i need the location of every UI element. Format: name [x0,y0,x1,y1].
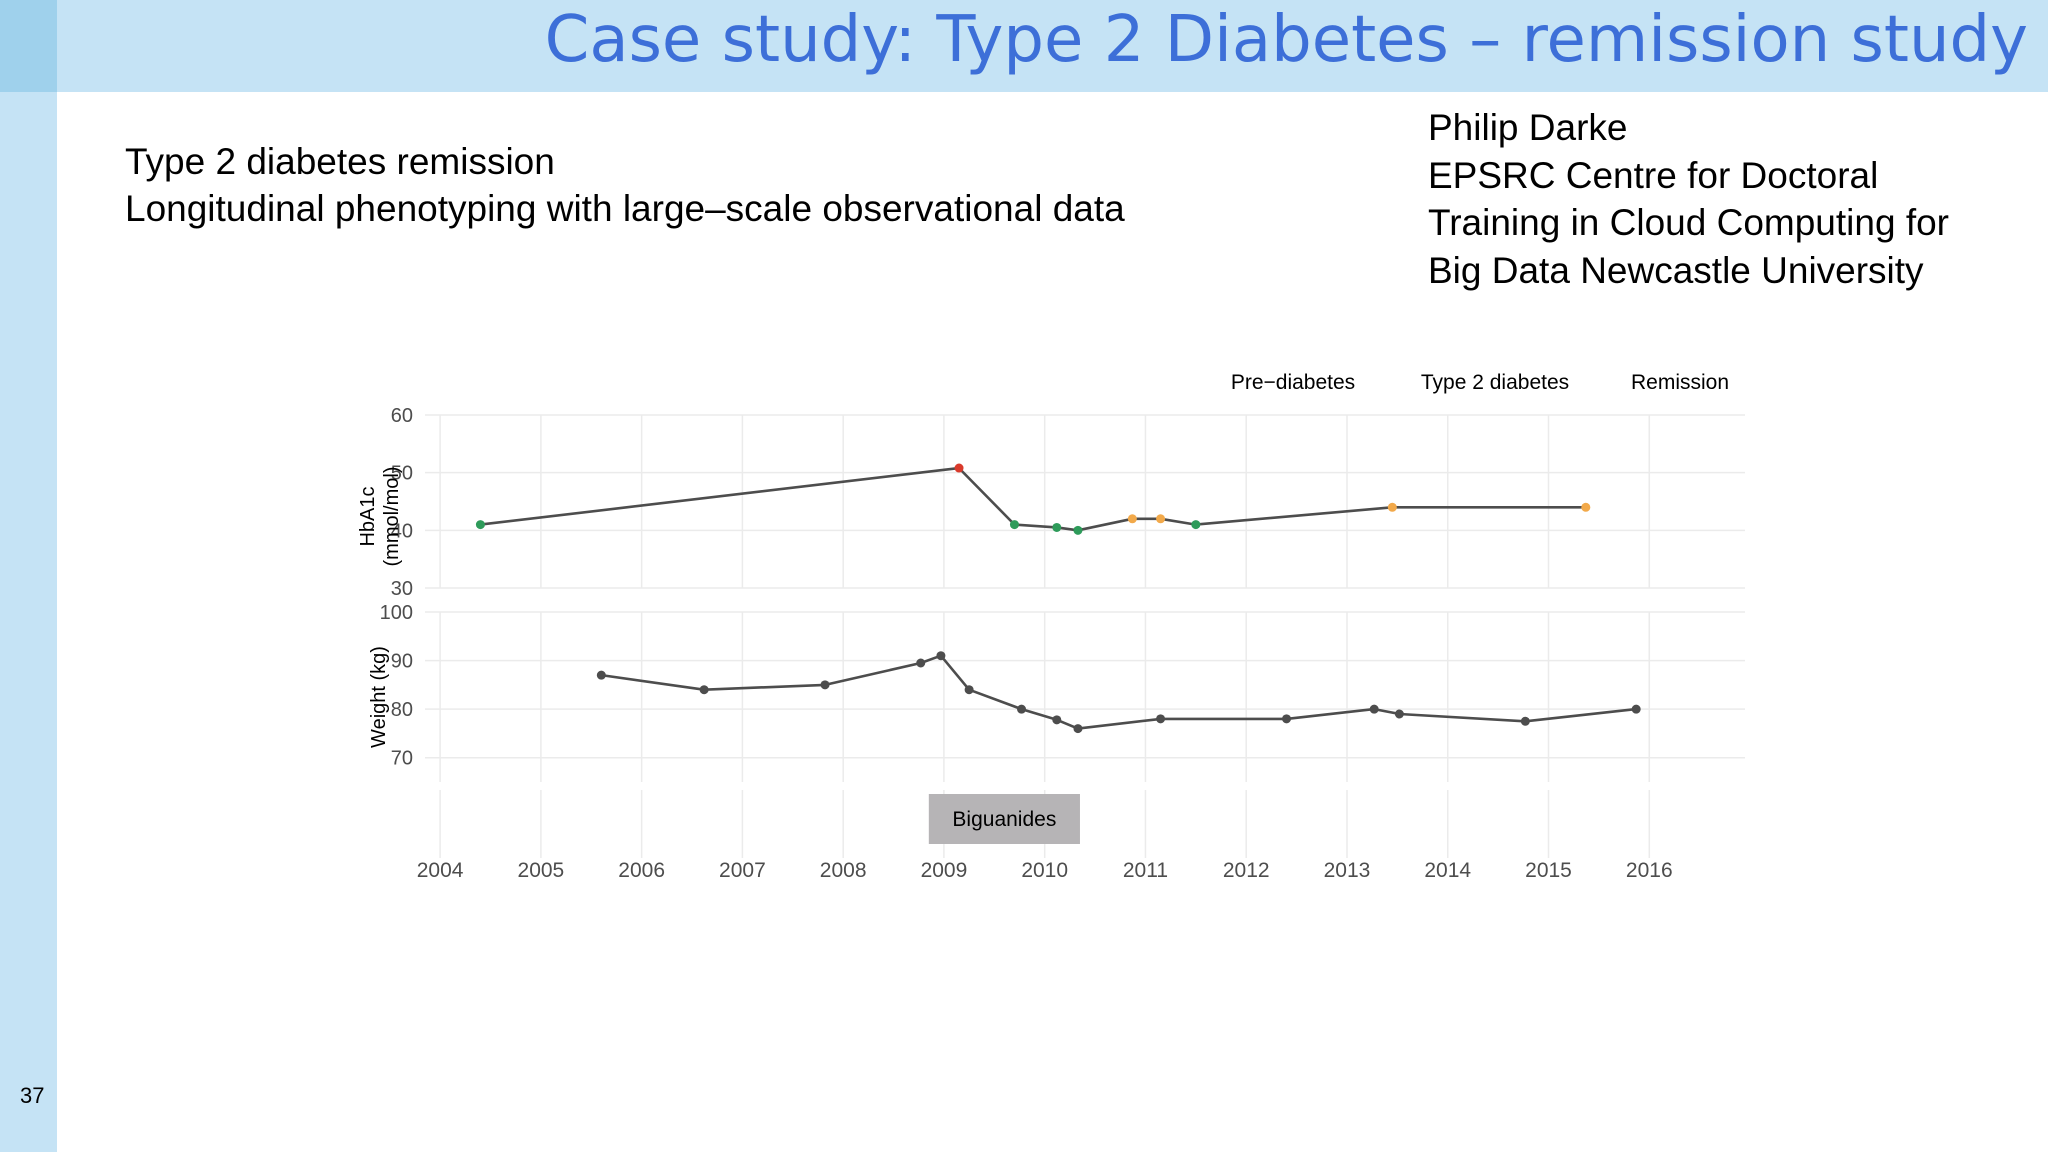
y-tick-label: 50 [391,463,413,485]
x-tick-label: 2016 [1626,859,1673,882]
legend-label: Type 2 diabetes [1421,371,1569,394]
y-tick-label: 90 [391,651,413,673]
weight-point [1282,714,1292,724]
x-tick-label: 2010 [1021,859,1068,882]
legend-label: Pre−diabetes [1231,371,1355,394]
y-tick-label: 100 [380,602,413,624]
medication-label: Biguanides [952,808,1056,831]
y-tick-label: 80 [391,699,413,721]
hba1c-weight-chart: 30 40 50 60 70 80 90 100 HbA1c (mmol/mol) Weight (… [357,371,1745,882]
hba1c-point [1052,522,1062,532]
x-tick-label: 2011 [1123,859,1168,882]
weight-point [699,685,709,695]
y-tick-label: 70 [391,748,413,770]
author-line: EPSRC Centre for Doctoral [1428,154,1879,196]
author-line: Philip Darke [1428,107,1628,148]
weight-point [916,658,926,668]
hba1c-point [1127,514,1137,524]
side-bar [0,92,57,1152]
subtitle-line: Type 2 diabetes remission [125,141,555,182]
hba1c-point [1191,520,1201,530]
x-tick-label: 2007 [719,859,766,882]
weight-point [1017,704,1027,714]
x-tick-label: 2009 [921,859,968,882]
slide-title: Case study: Type 2 Diabetes – remission … [544,3,2028,77]
hba1c-point [1009,520,1019,530]
x-tick-label: 2004 [417,859,464,882]
legend-label: Remission [1631,371,1729,394]
title-bar [0,0,2048,92]
weight-point [596,670,606,680]
hba1c-point [1387,502,1397,512]
author-line: Training in Cloud Computing for [1428,202,1949,243]
hba1c-series-line [480,466,1586,532]
author-block: Philip Darke EPSRC Centre for Doctoral T… [1428,104,1949,294]
weight-point [964,685,974,695]
author-line: Big Data Newcastle University [1428,249,1924,291]
slide-number: 37 [20,1083,45,1108]
hba1c-point [1073,525,1083,535]
x-tick-label: 2006 [618,859,665,882]
hba1c-point [1581,502,1591,512]
medication-bar [928,794,1080,844]
x-tick-label: 2014 [1424,859,1471,882]
weight-point [1052,715,1062,725]
hba1c-point [1156,514,1166,524]
hba1c-point [954,463,964,473]
x-tick-label: 2008 [820,859,867,882]
weight-point [1520,716,1530,726]
x-tick-label: 2015 [1525,859,1572,882]
y-tick-label: 40 [391,520,413,542]
y-axis-title: Weight (kg) [368,646,390,748]
weight-point [820,680,830,690]
weight-point [1073,724,1083,734]
y-tick-label: 60 [391,405,413,427]
y-tick-label: 30 [391,578,413,600]
x-tick-label: 2012 [1223,859,1270,882]
y-axis-title: (mmol/mol) [381,467,403,567]
weight-point [1394,709,1404,719]
y-axis-title: HbA1c [357,486,379,546]
corner-block [0,0,57,92]
weight-series-line [601,654,1637,730]
hba1c-point [475,520,485,530]
x-tick-label: 2005 [518,859,565,882]
subtitle-line: Longitudinal phenotyping with large–scal… [125,188,1125,229]
weight-point [1156,714,1166,724]
x-tick-label: 2013 [1324,859,1371,882]
subtitle: Type 2 diabetes remission Longitudinal p… [125,138,1125,232]
weight-point [936,651,946,661]
weight-point [1631,704,1641,714]
weight-point [1369,704,1379,714]
